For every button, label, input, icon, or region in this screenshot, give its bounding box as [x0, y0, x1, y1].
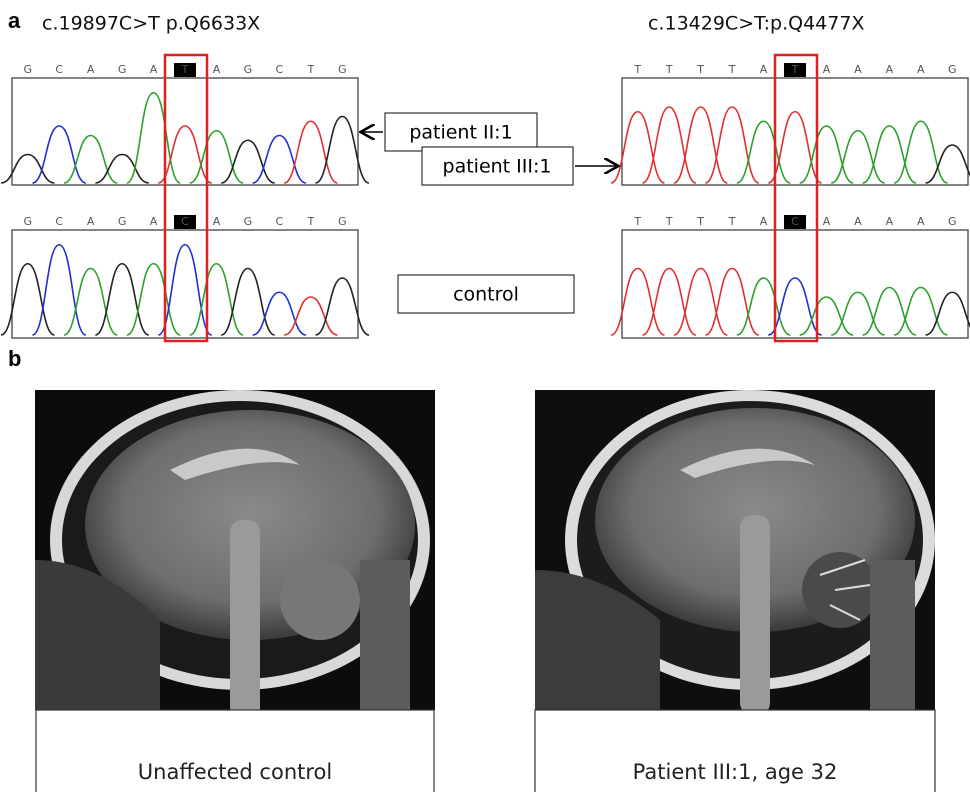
chromatogram-frame — [622, 78, 968, 185]
base-letter: G — [948, 63, 957, 76]
base-letter: C — [276, 215, 284, 228]
base-letter: A — [87, 63, 95, 76]
base-letter: T — [306, 215, 314, 228]
base-letter: T — [633, 215, 641, 228]
panel-a: a c.19897C>T p.Q6633X c.13429C>T:p.Q4477… — [8, 8, 968, 338]
panel-label: b — [8, 346, 21, 371]
base-letter: G — [338, 63, 347, 76]
base-letter: A — [150, 215, 158, 228]
base-letter: C — [55, 215, 63, 228]
base-letter: A — [760, 63, 768, 76]
base-letter: C — [181, 215, 189, 228]
base-letter: A — [760, 215, 768, 228]
control-label: control — [453, 284, 519, 306]
right-title: c.13429C>T:p.Q4477X — [648, 13, 864, 35]
chromatogram-frame — [12, 230, 358, 338]
base-letter: A — [886, 215, 894, 228]
figure: a c.19897C>T p.Q6633X c.13429C>T:p.Q4477… — [0, 0, 970, 792]
base-letter: A — [854, 215, 862, 228]
panel-b: b Unaffected control Patient — [8, 346, 935, 792]
base-letter: A — [213, 63, 221, 76]
chromatogram-frame — [622, 230, 968, 338]
base-letter: C — [55, 63, 63, 76]
base-letter: T — [728, 215, 736, 228]
base-letter: G — [118, 215, 127, 228]
chromatogram-frame — [12, 78, 358, 185]
left-title: c.19897C>T p.Q6633X — [42, 13, 260, 35]
base-letter: A — [917, 63, 925, 76]
base-letter: T — [696, 63, 704, 76]
base-letter: T — [181, 63, 189, 76]
patient-label: patient III:1 — [443, 156, 552, 178]
base-letter: G — [23, 215, 32, 228]
caption: Unaffected control — [138, 760, 332, 784]
base-letter: G — [244, 63, 253, 76]
base-letter: T — [728, 63, 736, 76]
base-letter: A — [213, 215, 221, 228]
base-letter: A — [150, 63, 158, 76]
base-letter: G — [948, 215, 957, 228]
base-letter: T — [633, 63, 641, 76]
patient-label: patient II:1 — [409, 122, 512, 144]
mri-image — [535, 390, 935, 715]
base-letter: G — [118, 63, 127, 76]
base-letter: A — [823, 215, 831, 228]
base-letter: G — [244, 215, 253, 228]
base-letter: T — [665, 63, 673, 76]
base-letter: C — [791, 215, 799, 228]
base-letter: G — [23, 63, 32, 76]
base-letter: T — [665, 215, 673, 228]
base-letter: T — [696, 215, 704, 228]
base-letter: A — [854, 63, 862, 76]
base-letter: A — [917, 215, 925, 228]
base-letter: A — [87, 215, 95, 228]
base-letter: A — [886, 63, 894, 76]
panel-label: a — [8, 8, 21, 33]
base-letter: A — [823, 63, 831, 76]
base-letter: T — [791, 63, 799, 76]
base-letter: T — [306, 63, 314, 76]
mri-image — [35, 390, 435, 720]
base-letter: C — [276, 63, 284, 76]
base-letter: G — [338, 215, 347, 228]
caption: Patient III:1, age 32 — [633, 760, 838, 784]
